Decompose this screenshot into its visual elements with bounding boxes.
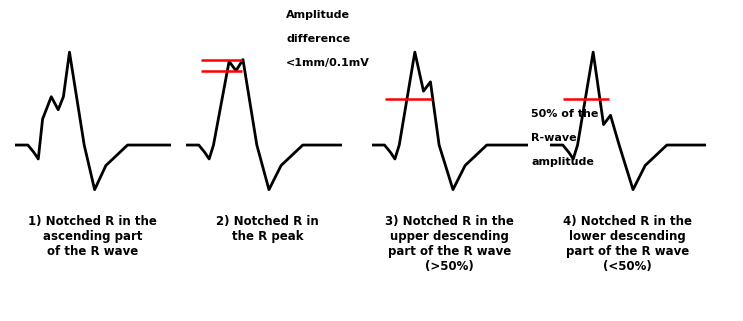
- Text: 3) Notched R in the
upper descending
part of the R wave
(>50%): 3) Notched R in the upper descending par…: [385, 215, 514, 273]
- Text: 4) Notched R in the
lower descending
part of the R wave
(<50%): 4) Notched R in the lower descending par…: [563, 215, 692, 273]
- Text: 1) Notched R in the
ascending part
of the R wave: 1) Notched R in the ascending part of th…: [28, 215, 158, 258]
- Text: <1mm/0.1mV: <1mm/0.1mV: [286, 58, 370, 68]
- Text: Amplitude: Amplitude: [286, 10, 350, 20]
- Text: R-wave: R-wave: [531, 133, 577, 143]
- Text: 2) Notched R in
the R peak: 2) Notched R in the R peak: [216, 215, 319, 243]
- Text: 50% of the: 50% of the: [531, 109, 599, 119]
- Text: difference: difference: [286, 34, 350, 44]
- Text: amplitude: amplitude: [531, 157, 594, 167]
